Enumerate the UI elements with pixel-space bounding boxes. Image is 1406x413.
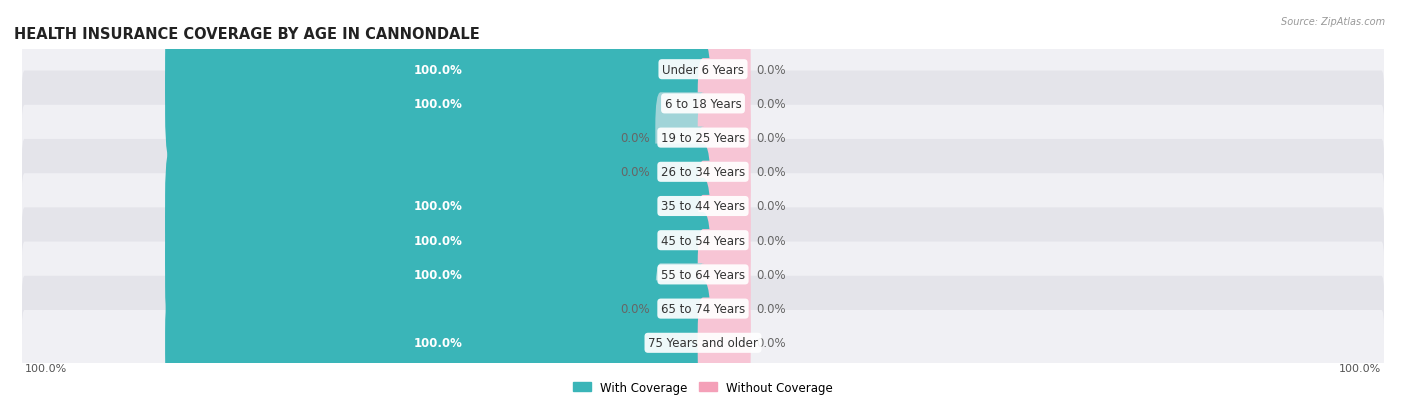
FancyBboxPatch shape [22,37,1384,103]
Text: 0.0%: 0.0% [620,302,650,316]
Text: 0.0%: 0.0% [756,166,786,179]
FancyBboxPatch shape [165,212,711,337]
Text: 35 to 44 Years: 35 to 44 Years [661,200,745,213]
Text: 0.0%: 0.0% [756,268,786,281]
FancyBboxPatch shape [655,127,709,218]
Text: 0.0%: 0.0% [756,132,786,145]
Text: 100.0%: 100.0% [413,64,463,76]
Text: 100.0%: 100.0% [1339,363,1381,373]
FancyBboxPatch shape [697,93,751,183]
FancyBboxPatch shape [165,42,711,166]
Text: 0.0%: 0.0% [756,200,786,213]
Text: 100.0%: 100.0% [413,268,463,281]
Text: 0.0%: 0.0% [756,97,786,111]
FancyBboxPatch shape [22,242,1384,308]
Text: 0.0%: 0.0% [756,64,786,76]
FancyBboxPatch shape [165,144,711,269]
FancyBboxPatch shape [697,127,751,218]
Text: 55 to 64 Years: 55 to 64 Years [661,268,745,281]
FancyBboxPatch shape [697,230,751,320]
FancyBboxPatch shape [165,281,711,405]
FancyBboxPatch shape [22,310,1384,376]
FancyBboxPatch shape [697,298,751,388]
FancyBboxPatch shape [22,140,1384,205]
Text: 0.0%: 0.0% [756,302,786,316]
FancyBboxPatch shape [697,161,751,252]
Text: 0.0%: 0.0% [756,337,786,349]
FancyBboxPatch shape [655,263,709,354]
Text: 100.0%: 100.0% [413,337,463,349]
Text: 0.0%: 0.0% [620,166,650,179]
FancyBboxPatch shape [22,174,1384,239]
FancyBboxPatch shape [697,263,751,354]
FancyBboxPatch shape [697,195,751,286]
Text: 100.0%: 100.0% [413,97,463,111]
Text: 26 to 34 Years: 26 to 34 Years [661,166,745,179]
Text: Source: ZipAtlas.com: Source: ZipAtlas.com [1281,17,1385,26]
Text: 75 Years and older: 75 Years and older [648,337,758,349]
Legend: With Coverage, Without Coverage: With Coverage, Without Coverage [568,376,838,399]
Text: 100.0%: 100.0% [413,234,463,247]
Text: 19 to 25 Years: 19 to 25 Years [661,132,745,145]
Text: HEALTH INSURANCE COVERAGE BY AGE IN CANNONDALE: HEALTH INSURANCE COVERAGE BY AGE IN CANN… [14,26,479,41]
Text: 0.0%: 0.0% [620,132,650,145]
FancyBboxPatch shape [22,276,1384,342]
FancyBboxPatch shape [655,93,709,183]
FancyBboxPatch shape [165,8,711,132]
Text: 0.0%: 0.0% [756,234,786,247]
Text: 100.0%: 100.0% [413,200,463,213]
Text: 100.0%: 100.0% [25,363,67,373]
FancyBboxPatch shape [697,25,751,115]
Text: Under 6 Years: Under 6 Years [662,64,744,76]
FancyBboxPatch shape [165,178,711,303]
FancyBboxPatch shape [22,208,1384,273]
Text: 6 to 18 Years: 6 to 18 Years [665,97,741,111]
FancyBboxPatch shape [22,105,1384,171]
Text: 65 to 74 Years: 65 to 74 Years [661,302,745,316]
Text: 45 to 54 Years: 45 to 54 Years [661,234,745,247]
FancyBboxPatch shape [697,59,751,150]
FancyBboxPatch shape [22,71,1384,137]
